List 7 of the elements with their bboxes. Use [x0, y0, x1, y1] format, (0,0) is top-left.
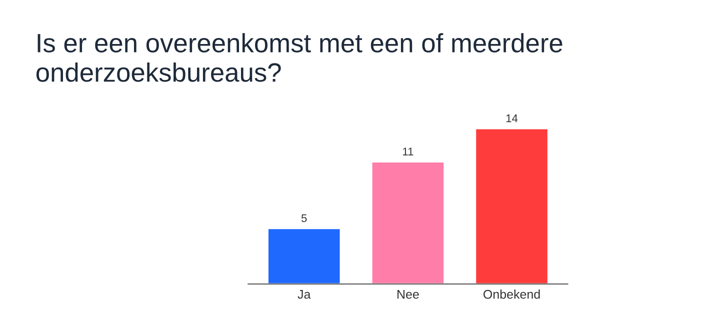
x-tick-label: Ja	[298, 290, 311, 299]
x-tick-label: Nee	[398, 290, 419, 299]
data-label: 14	[506, 114, 518, 122]
chart-title: Is er een overeenkomst met een of meerdere onderzoeksbureaus?	[36, 33, 562, 82]
x-tick-label: Onbekend	[484, 290, 540, 299]
data-label: 5	[301, 214, 307, 222]
data-label: 11	[403, 148, 414, 156]
